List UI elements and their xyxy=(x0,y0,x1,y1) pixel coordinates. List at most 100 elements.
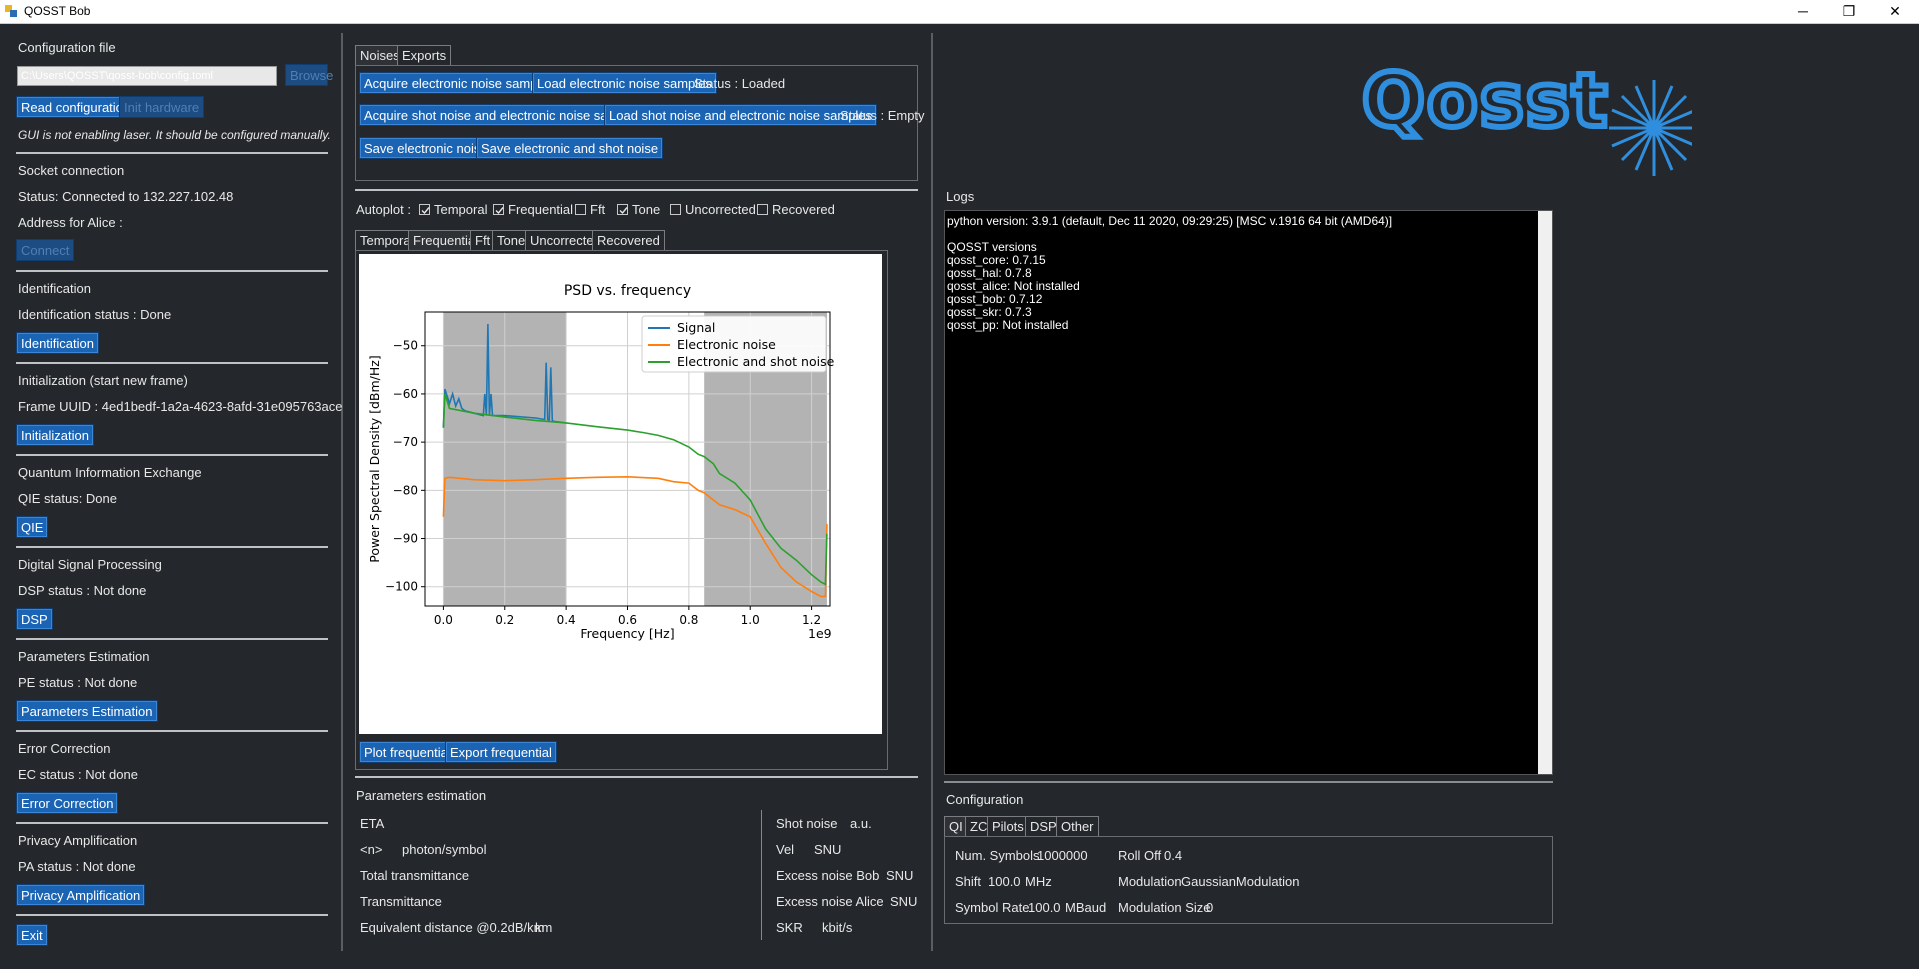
log-line: QOSST versions xyxy=(947,240,1037,254)
pe-unit: SNU xyxy=(886,868,914,883)
log-line: qosst_pp: Not installed xyxy=(947,318,1069,332)
y-tick-label: −50 xyxy=(393,339,418,353)
logs-textbox[interactable]: python version: 3.9.1 (default, Dec 11 2… xyxy=(944,210,1553,775)
divider xyxy=(16,152,328,154)
pe-heading: Parameters Estimation xyxy=(18,649,150,664)
identification-heading: Identification xyxy=(18,281,91,296)
series-electronic-noise-line xyxy=(442,475,828,598)
initialization-button[interactable]: Initialization xyxy=(16,424,94,446)
shift-value: 100.0 xyxy=(988,874,1021,889)
parameters-estimation-button[interactable]: Parameters Estimation xyxy=(16,700,158,722)
tab-config-dsp[interactable]: DSP xyxy=(1025,816,1062,836)
logs-scrollbar[interactable] xyxy=(1538,211,1552,774)
pe-unit: kbit/s xyxy=(822,920,853,935)
read-configuration-button[interactable]: Read configuration xyxy=(16,96,136,118)
alice-address-label: Address for Alice : xyxy=(18,215,123,230)
minimize-icon[interactable]: ─ xyxy=(1798,3,1808,19)
acquire-shot-noise-button[interactable]: Acquire shot noise and electronic noise … xyxy=(359,104,648,126)
identification-button[interactable]: Identification xyxy=(16,332,99,354)
y-tick-label: −80 xyxy=(393,483,418,497)
autoplot-tone-checkbox[interactable] xyxy=(617,204,628,215)
tab-plot-frequential[interactable]: Frequential xyxy=(408,230,484,250)
autoplot-recovered-checkbox[interactable] xyxy=(757,204,768,215)
modulation-label: Modulation xyxy=(1118,874,1182,889)
legend-label-signal: Signal xyxy=(677,320,715,335)
dsp-button[interactable]: DSP xyxy=(16,608,53,630)
x-tick-label: 0.0 xyxy=(434,613,453,627)
ec-status: EC status : Not done xyxy=(18,767,138,782)
log-line: qosst_core: 0.7.15 xyxy=(947,253,1046,267)
autoplot-uncorrected-checkbox[interactable] xyxy=(670,204,681,215)
export-frequential-button[interactable]: Export frequential xyxy=(445,741,557,763)
modulation-size-label: Modulation Size xyxy=(1118,900,1211,915)
x-tick-label: 0.8 xyxy=(679,613,698,627)
pe-status: PE status : Not done xyxy=(18,675,138,690)
error-correction-button[interactable]: Error Correction xyxy=(16,792,119,814)
load-electronic-noise-button[interactable]: Load electronic noise samples xyxy=(532,72,717,94)
tab-plot-temporal[interactable]: Temporal xyxy=(355,230,419,250)
log-lines: python version: 3.9.1 (default, Dec 11 2… xyxy=(947,215,1550,332)
connect-button[interactable]: Connect xyxy=(16,239,75,261)
y-tick-label: −60 xyxy=(393,387,418,401)
pe-total-transmittance-label: Total transmittance xyxy=(360,868,470,883)
autoplot-fft-label: Fft xyxy=(590,202,606,217)
qie-button[interactable]: QIE xyxy=(16,516,49,538)
autoplot-temporal-checkbox[interactable] xyxy=(419,204,430,215)
frame-uuid: Frame UUID : 4ed1bedf-1a2a-4623-8afd-31e… xyxy=(18,399,343,414)
plot-frequential-button[interactable]: Plot frequential xyxy=(359,741,456,763)
autoplot-fft-checkbox[interactable] xyxy=(575,204,586,215)
socket-heading: Socket connection xyxy=(18,163,125,178)
qie-heading: Quantum Information Exchange xyxy=(18,465,202,480)
x-axis-label: Frequency [Hz] xyxy=(580,626,674,641)
tab-plot-recovered[interactable]: Recovered xyxy=(592,230,665,250)
num-symbols-value: 1000000 xyxy=(1037,848,1088,863)
divider xyxy=(16,362,328,364)
pe-unit: photon/symbol xyxy=(402,842,487,857)
save-electronic-noise-button[interactable]: Save electronic noise xyxy=(359,137,493,159)
autoplot-temporal-label: Temporal xyxy=(434,202,488,217)
autoplot-frequential-checkbox[interactable] xyxy=(493,204,504,215)
acquire-electronic-noise-button[interactable]: Acquire electronic noise samples xyxy=(359,72,560,94)
pe-excess-noise-alice-label: Excess noise Alice xyxy=(776,894,884,909)
psd-chart: 0.0 0.2 0.4 0.6 0.8 1.0 1.2 −50 −60 −70 −80 −90 −100… xyxy=(359,254,882,734)
plot-tab-panel xyxy=(355,250,888,770)
roll-off-label: Roll Off xyxy=(1118,848,1162,863)
pa-heading: Privacy Amplification xyxy=(18,833,138,848)
tab-config-pilots[interactable]: Pilots xyxy=(987,816,1029,836)
tab-plot-uncorrected[interactable]: Uncorrected xyxy=(525,230,606,250)
init-hardware-button[interactable]: Init hardware xyxy=(119,96,205,118)
qie-status: QIE status: Done xyxy=(18,491,117,506)
tab-plot-tone[interactable]: Tone xyxy=(492,230,531,250)
maximize-icon[interactable]: ❐ xyxy=(1842,3,1856,19)
log-line: qosst_skr: 0.7.3 xyxy=(947,305,1032,319)
exit-button[interactable]: Exit xyxy=(16,924,48,946)
browse-button[interactable]: Browse xyxy=(285,64,333,86)
divider xyxy=(16,270,328,272)
y-tick-label: −70 xyxy=(393,435,418,449)
close-icon[interactable]: ✕ xyxy=(1889,3,1901,19)
pe-transmittance-label: Transmittance xyxy=(360,894,442,909)
save-electronic-and-shot-noise-button[interactable]: Save electronic and shot noise xyxy=(476,137,664,159)
divider xyxy=(16,730,328,732)
pe-skr-label: SKR xyxy=(776,920,803,935)
tab-config-other[interactable]: Other xyxy=(1056,816,1099,836)
window-title: QOSST Bob xyxy=(24,4,91,18)
pe-n-label: <n> xyxy=(360,842,383,857)
pe-unit: SNU xyxy=(890,894,918,909)
config-path-input[interactable]: C:\Users\QOSST\qosst-bob\config.toml xyxy=(17,66,277,86)
shot-noise-status: Status : Empty xyxy=(840,108,925,123)
modulation-size-value: 0 xyxy=(1206,900,1214,915)
privacy-amplification-button[interactable]: Privacy Amplification xyxy=(16,884,146,906)
pe-separator xyxy=(761,810,762,940)
electronic-noise-status: Status : Loaded xyxy=(694,76,786,91)
config-heading: Configuration file xyxy=(18,40,116,55)
divider xyxy=(16,914,328,916)
x-tick-label: 1.0 xyxy=(741,613,760,627)
dsp-heading: Digital Signal Processing xyxy=(18,557,162,572)
tab-noises[interactable]: Noises xyxy=(355,45,405,65)
autoplot-frequential-label: Frequential xyxy=(508,202,574,217)
load-shot-noise-button[interactable]: Load shot noise and electronic noise sam… xyxy=(604,104,878,126)
pa-status: PA status : Not done xyxy=(18,859,136,874)
tab-exports[interactable]: Exports xyxy=(397,45,452,65)
title-bar: QOSST Bob ─ ❐ ✕ xyxy=(0,0,1919,24)
